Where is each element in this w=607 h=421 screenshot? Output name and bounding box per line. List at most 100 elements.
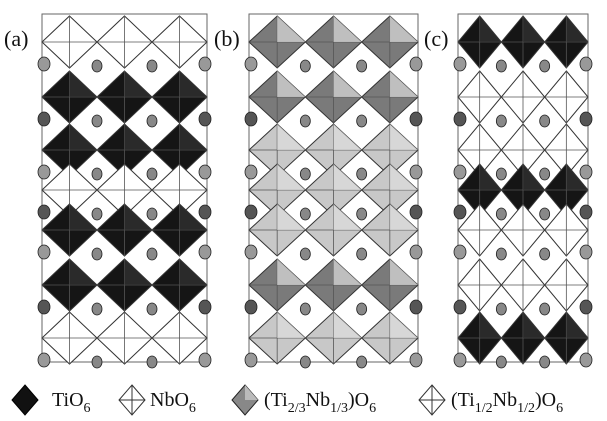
panel-label: (b)	[214, 26, 240, 51]
cation	[580, 112, 592, 126]
legend-text-part: 6	[369, 401, 376, 416]
figure: (a) (b) (c) TiO6 NbO6 (Ti2/3Nb1/3)O6 (Ti…	[0, 0, 607, 421]
cation	[147, 303, 157, 315]
cation	[147, 208, 157, 220]
cation	[410, 300, 422, 314]
cation	[245, 205, 257, 219]
legend-text-part: 2/3	[288, 401, 306, 416]
cation	[38, 57, 50, 71]
cation	[92, 303, 102, 315]
cation	[540, 208, 550, 220]
legend-label: (Ti1/2Nb1/2)O6	[451, 389, 563, 416]
cation	[357, 208, 367, 220]
legend-text-part: Nb	[493, 389, 517, 411]
octahedron-face	[70, 124, 98, 150]
cation	[496, 60, 506, 72]
cation	[580, 165, 592, 179]
legend-label: TiO6	[52, 389, 91, 416]
cation	[92, 356, 102, 368]
cation	[454, 112, 466, 126]
cation	[199, 205, 211, 219]
cation	[496, 356, 506, 368]
cation	[454, 205, 466, 219]
cation	[357, 60, 367, 72]
panel-label: (c)	[424, 26, 448, 51]
cation	[580, 57, 592, 71]
legend-text-part: (Ti	[264, 389, 288, 411]
cation	[147, 60, 157, 72]
cation	[357, 303, 367, 315]
cation	[300, 208, 310, 220]
cation	[540, 356, 550, 368]
cation	[496, 115, 506, 127]
cation	[357, 248, 367, 260]
cation	[496, 168, 506, 180]
cation	[580, 245, 592, 259]
cation	[245, 165, 257, 179]
cation	[410, 245, 422, 259]
cation	[540, 248, 550, 260]
legend-text-part: 1/2	[475, 401, 493, 416]
cation	[357, 168, 367, 180]
structures	[38, 14, 592, 368]
cation	[580, 300, 592, 314]
legend-text-part: TiO	[52, 389, 84, 411]
cation	[92, 60, 102, 72]
cation	[245, 300, 257, 314]
cation	[199, 57, 211, 71]
legend-text-part: 6	[189, 401, 196, 416]
cation	[300, 303, 310, 315]
cation	[300, 356, 310, 368]
cation	[199, 353, 211, 367]
cation	[38, 165, 50, 179]
legend-text-part: )O	[348, 389, 369, 411]
legend-label: (Ti2/3Nb1/3)O6	[264, 389, 376, 416]
cation	[410, 165, 422, 179]
cation	[38, 300, 50, 314]
cation	[147, 356, 157, 368]
cation	[454, 165, 466, 179]
cation	[357, 115, 367, 127]
swatch-face	[245, 385, 258, 400]
cation	[300, 60, 310, 72]
cation	[245, 57, 257, 71]
cation	[199, 165, 211, 179]
panel-label: (a)	[4, 26, 28, 51]
octahedron-face	[125, 124, 153, 150]
cation	[147, 115, 157, 127]
legend-swatch	[12, 385, 38, 415]
cation	[199, 300, 211, 314]
octahedron-face	[180, 124, 208, 150]
cation	[580, 353, 592, 367]
cation	[540, 303, 550, 315]
cation	[300, 168, 310, 180]
cation	[38, 245, 50, 259]
cation	[454, 57, 466, 71]
cation	[496, 248, 506, 260]
cation	[454, 245, 466, 259]
cation	[410, 353, 422, 367]
cation	[92, 115, 102, 127]
cation	[496, 303, 506, 315]
cation	[357, 356, 367, 368]
legend-label: NbO6	[150, 389, 196, 416]
cation	[92, 248, 102, 260]
cation	[199, 245, 211, 259]
cation	[147, 248, 157, 260]
cation	[199, 112, 211, 126]
cation	[38, 112, 50, 126]
cation	[300, 115, 310, 127]
cation	[454, 300, 466, 314]
cation	[38, 353, 50, 367]
legend-text-part: 6	[84, 401, 91, 416]
cation	[300, 248, 310, 260]
cation	[92, 208, 102, 220]
cation	[410, 112, 422, 126]
cation	[147, 168, 157, 180]
legend-text-part: 1/3	[330, 401, 348, 416]
legend-text-part: 1/2	[517, 401, 535, 416]
cation	[580, 205, 592, 219]
cation	[245, 245, 257, 259]
cation	[410, 57, 422, 71]
cation	[540, 115, 550, 127]
